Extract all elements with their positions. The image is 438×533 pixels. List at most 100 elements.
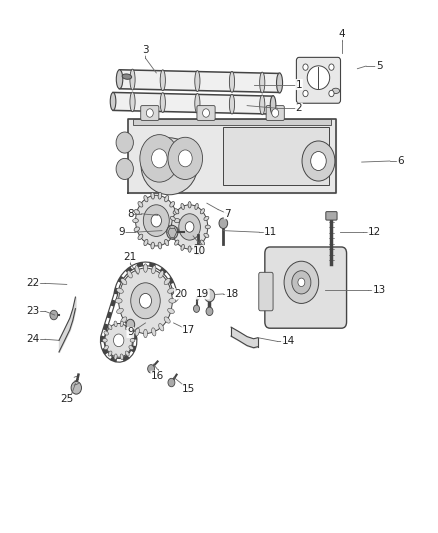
- Text: 3: 3: [142, 45, 149, 55]
- Ellipse shape: [129, 345, 134, 350]
- Ellipse shape: [125, 325, 129, 330]
- Ellipse shape: [159, 271, 164, 278]
- Circle shape: [311, 151, 326, 171]
- Text: 15: 15: [182, 384, 195, 394]
- Ellipse shape: [195, 245, 198, 251]
- Ellipse shape: [159, 324, 164, 331]
- Ellipse shape: [170, 233, 175, 238]
- Ellipse shape: [195, 93, 200, 113]
- Ellipse shape: [144, 329, 148, 338]
- Text: 9: 9: [127, 327, 134, 337]
- Circle shape: [171, 205, 208, 249]
- Ellipse shape: [332, 88, 339, 93]
- Circle shape: [168, 378, 175, 387]
- Circle shape: [131, 283, 160, 319]
- Ellipse shape: [270, 96, 276, 115]
- Text: 25: 25: [60, 394, 74, 405]
- Bar: [133, 119, 332, 125]
- Ellipse shape: [122, 74, 132, 79]
- Circle shape: [140, 135, 179, 182]
- Ellipse shape: [173, 209, 179, 214]
- Ellipse shape: [151, 192, 155, 199]
- Ellipse shape: [174, 219, 180, 223]
- Ellipse shape: [108, 351, 112, 356]
- Ellipse shape: [104, 345, 109, 350]
- Circle shape: [151, 214, 162, 227]
- Ellipse shape: [168, 308, 174, 313]
- Ellipse shape: [104, 331, 109, 335]
- Ellipse shape: [195, 70, 200, 92]
- Circle shape: [146, 109, 153, 117]
- Text: 14: 14: [282, 336, 295, 346]
- Circle shape: [194, 305, 200, 312]
- Text: 1: 1: [296, 79, 302, 90]
- Ellipse shape: [135, 265, 139, 274]
- Ellipse shape: [144, 239, 148, 246]
- Circle shape: [116, 132, 134, 153]
- Ellipse shape: [144, 264, 148, 272]
- Ellipse shape: [114, 354, 117, 360]
- Ellipse shape: [165, 239, 169, 246]
- Ellipse shape: [138, 234, 143, 240]
- Circle shape: [219, 218, 228, 229]
- Ellipse shape: [170, 201, 175, 207]
- Ellipse shape: [127, 324, 132, 331]
- Ellipse shape: [115, 298, 122, 303]
- Ellipse shape: [110, 92, 116, 110]
- Ellipse shape: [134, 209, 139, 214]
- Circle shape: [202, 109, 209, 117]
- Circle shape: [113, 334, 124, 346]
- Ellipse shape: [134, 227, 139, 231]
- Circle shape: [284, 261, 319, 303]
- Circle shape: [152, 149, 167, 168]
- Text: 17: 17: [182, 325, 195, 335]
- Ellipse shape: [152, 328, 156, 336]
- Circle shape: [303, 64, 308, 70]
- Ellipse shape: [114, 321, 117, 327]
- Circle shape: [71, 382, 81, 394]
- Circle shape: [119, 268, 172, 334]
- Text: 23: 23: [26, 306, 40, 316]
- Ellipse shape: [170, 234, 175, 240]
- Circle shape: [292, 271, 311, 294]
- Ellipse shape: [164, 278, 170, 285]
- Ellipse shape: [121, 317, 127, 323]
- Ellipse shape: [121, 278, 127, 285]
- Text: 7: 7: [224, 209, 231, 219]
- Ellipse shape: [117, 288, 124, 293]
- Circle shape: [167, 225, 178, 239]
- Ellipse shape: [173, 227, 179, 231]
- Circle shape: [50, 310, 58, 320]
- Ellipse shape: [108, 325, 112, 330]
- Text: 19: 19: [196, 289, 209, 299]
- Text: 20: 20: [174, 289, 187, 299]
- FancyBboxPatch shape: [266, 106, 284, 120]
- Ellipse shape: [117, 308, 124, 313]
- FancyBboxPatch shape: [326, 212, 337, 220]
- Text: 13: 13: [372, 285, 385, 295]
- Text: 4: 4: [339, 29, 346, 39]
- Bar: [223, 127, 329, 185]
- Ellipse shape: [120, 321, 124, 327]
- Circle shape: [179, 214, 201, 240]
- Ellipse shape: [260, 72, 265, 93]
- Ellipse shape: [204, 216, 209, 221]
- FancyBboxPatch shape: [297, 58, 340, 103]
- Ellipse shape: [188, 201, 191, 208]
- Text: 9: 9: [118, 227, 125, 237]
- Circle shape: [272, 109, 279, 117]
- Ellipse shape: [170, 216, 175, 221]
- Ellipse shape: [160, 93, 166, 112]
- Circle shape: [116, 158, 134, 180]
- Text: 12: 12: [368, 227, 381, 237]
- Text: 24: 24: [26, 334, 40, 344]
- Ellipse shape: [200, 240, 205, 245]
- Ellipse shape: [276, 73, 283, 93]
- Circle shape: [298, 278, 305, 287]
- Ellipse shape: [204, 233, 209, 238]
- Ellipse shape: [135, 328, 139, 336]
- Ellipse shape: [175, 240, 179, 245]
- Ellipse shape: [260, 95, 265, 115]
- FancyBboxPatch shape: [197, 106, 215, 120]
- FancyBboxPatch shape: [259, 272, 273, 311]
